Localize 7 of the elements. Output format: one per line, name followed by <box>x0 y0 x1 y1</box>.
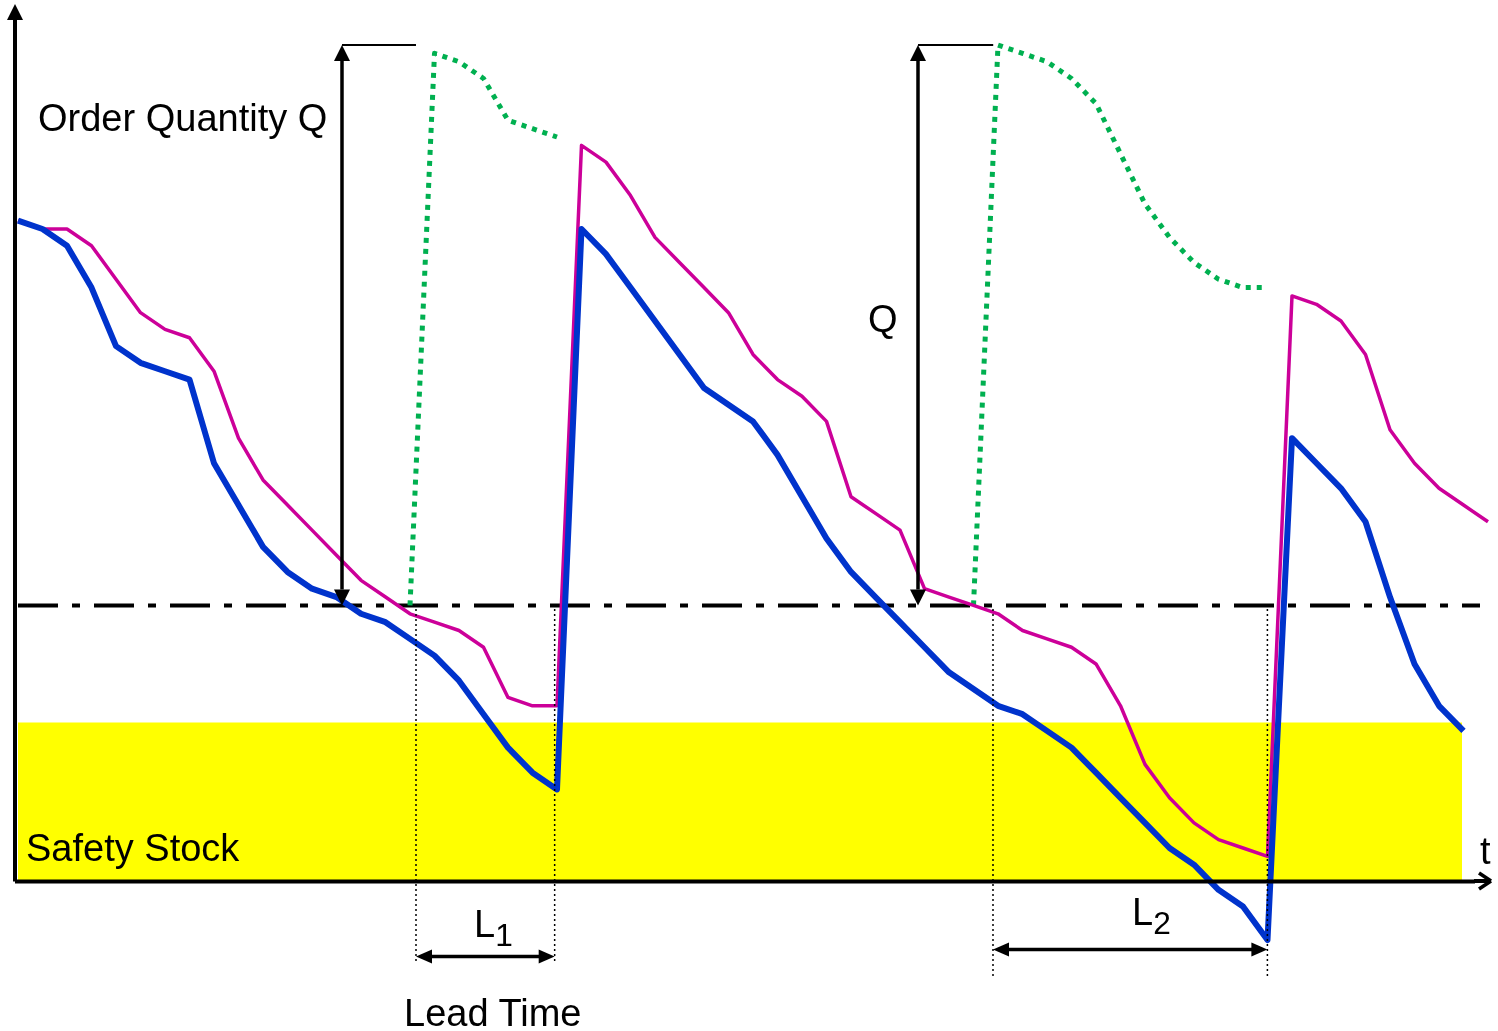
annotation: L$_{1}$ <box>474 903 513 953</box>
annotation: Q <box>868 298 898 340</box>
annotation: Order Quantity Q <box>38 97 328 139</box>
band-label: Safety Stock <box>26 827 241 870</box>
text: Lead Time <box>404 992 582 1031</box>
annotation: L$_{2}$ <box>1132 891 1171 941</box>
x-axis-title: t <box>1480 830 1491 872</box>
